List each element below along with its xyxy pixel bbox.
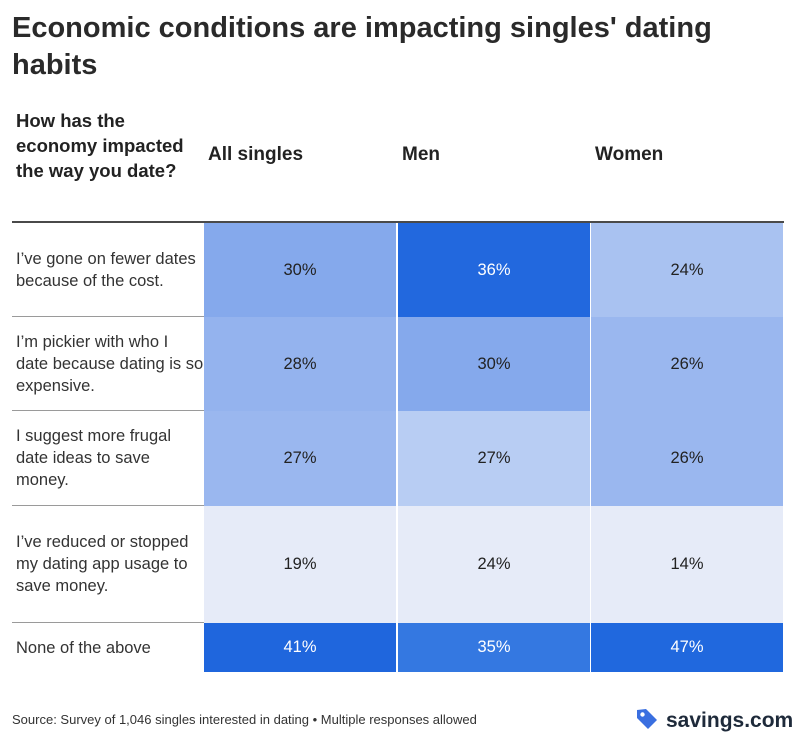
data-cell: 24% (591, 223, 783, 317)
column-header-all-singles: All singles (208, 144, 304, 165)
row-label: I’ve gone on fewer dates because of the … (12, 223, 204, 317)
table-row: I’m pickier with who I date because dati… (12, 317, 784, 411)
data-cell: 26% (591, 317, 783, 411)
data-cell: 30% (398, 317, 590, 411)
table-row: I’ve reduced or stopped my dating app us… (12, 506, 784, 623)
source-note: Source: Survey of 1,046 singles interest… (12, 712, 477, 727)
column-header-men: Men (402, 144, 440, 165)
price-tag-icon (634, 706, 660, 737)
heatmap-table: I’ve gone on fewer dates because of the … (12, 223, 784, 672)
data-cell: 36% (398, 223, 590, 317)
row-header: How has the economy impacted the way you… (16, 110, 184, 181)
table-row: None of the above 41% 35% 47% (12, 623, 784, 672)
table-row: I’ve gone on fewer dates because of the … (12, 223, 784, 317)
column-header-women: Women (595, 144, 664, 165)
data-cell: 35% (398, 623, 590, 672)
data-cell: 19% (204, 506, 396, 623)
brand-name: savings.com (666, 709, 794, 732)
row-label: I’ve reduced or stopped my dating app us… (12, 506, 204, 623)
table-header: How has the economy impacted the way you… (12, 104, 784, 222)
table-row: I suggest more frugal date ideas to save… (12, 411, 784, 506)
row-label: None of the above (16, 638, 151, 657)
brand-logo[interactable]: savings.com (634, 706, 793, 736)
data-cell: 41% (204, 623, 396, 672)
chart-title: Economic conditions are impacting single… (12, 12, 712, 81)
row-label: I’m pickier with who I date because dati… (12, 317, 204, 411)
data-cell: 14% (591, 506, 783, 623)
data-cell: 30% (204, 223, 396, 317)
header-divider (12, 221, 784, 223)
data-cell: 24% (398, 506, 590, 623)
data-cell: 47% (591, 623, 783, 672)
row-label: I suggest more frugal date ideas to save… (12, 411, 204, 506)
data-cell: 27% (204, 411, 396, 506)
data-cell: 28% (204, 317, 396, 411)
data-cell: 26% (591, 411, 783, 506)
data-cell: 27% (398, 411, 590, 506)
